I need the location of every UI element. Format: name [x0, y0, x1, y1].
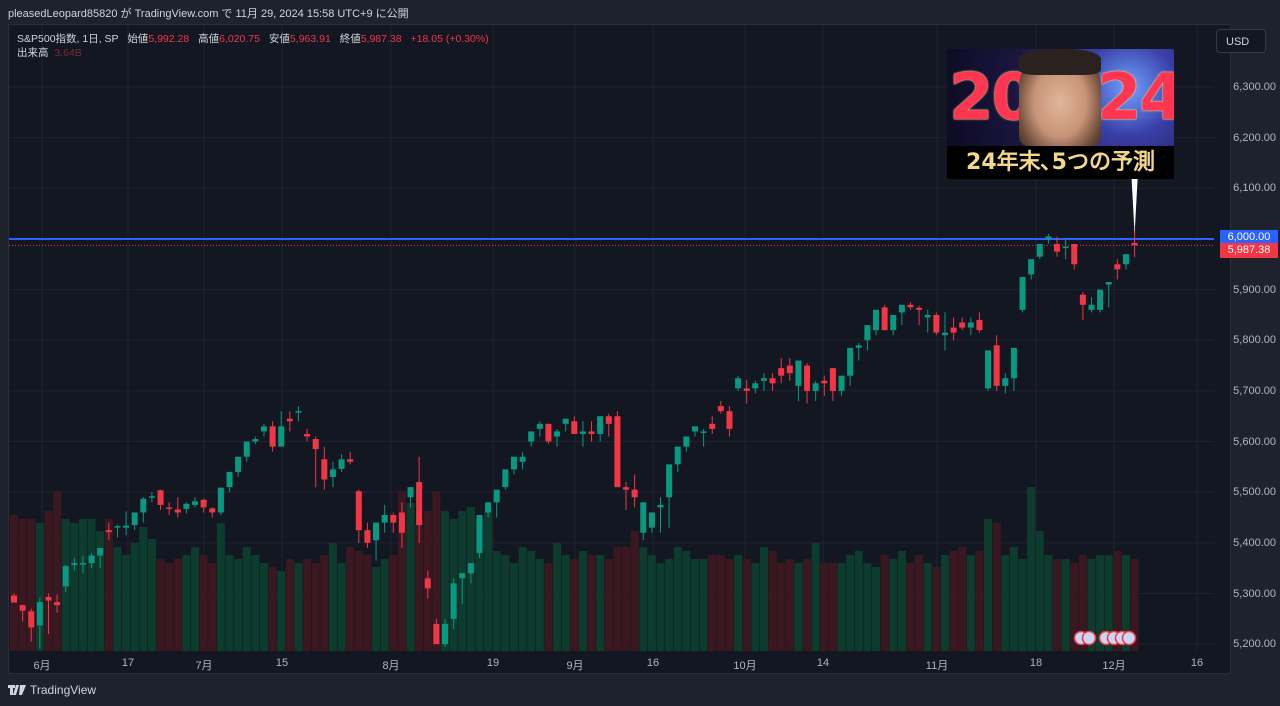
time-tick-label: 19 [486, 657, 500, 669]
volume-value: 3.64B [54, 47, 82, 59]
time-tick-label: 6月 [33, 660, 51, 672]
person-hair [1019, 49, 1101, 75]
price-axis[interactable]: USD 6,000.00 5,987.38 6,300.00 6,200.00 6,… [1214, 25, 1280, 651]
time-tick-label: 17 [121, 657, 135, 669]
price-tick-label: 5,200.00 [1233, 638, 1276, 651]
high-label: 高値 [198, 33, 220, 45]
published-by-text: pleasedLeopard85820 が TradingView.com で … [8, 8, 409, 20]
price-tick-label: 6,100.00 [1233, 182, 1276, 195]
time-tick-label: 8月 [382, 660, 400, 672]
candlestick-chart [9, 25, 1214, 651]
close-value: 5,987.38 [360, 33, 402, 45]
time-tick-label: 18 [1029, 657, 1043, 669]
idea-thumbnail[interactable]: 20 24 24年末､5つの予測 [947, 49, 1174, 179]
time-tick-label: 16 [1190, 657, 1204, 669]
price-tick-label: 5,300.00 [1233, 587, 1276, 600]
price-tick-label: 5,500.00 [1233, 486, 1276, 499]
change-value: +18.05 (+0.30%) [410, 33, 489, 45]
brand-name: TradingView [30, 683, 97, 697]
thumbnail-image: 20 24 [947, 49, 1174, 146]
high-value: 6,020.75 [219, 33, 260, 45]
price-tick-label: 5,600.00 [1233, 435, 1276, 448]
time-tick-label: 7月 [195, 660, 213, 672]
price-tick-label: 6,300.00 [1233, 81, 1276, 93]
volume-label: 出来高 [17, 47, 49, 59]
chart-legend: S&P500指数, 1日, SP 始値5,992.28 高値6,020.75 安… [17, 32, 495, 60]
chart-plot-area[interactable]: S&P500指数, 1日, SP 始値5,992.28 高値6,020.75 安… [9, 25, 1214, 651]
time-tick-label: 12月 [1102, 660, 1126, 672]
tradingview-brand[interactable]: TradingView [8, 683, 96, 697]
time-tick-label: 15 [275, 657, 289, 669]
last-price-tag: 5,987.38 [1220, 243, 1278, 259]
time-tick-label: 14 [816, 657, 830, 669]
price-tick-label: 5,800.00 [1233, 334, 1276, 347]
price-tick-label: 5,900.00 [1233, 283, 1276, 296]
ohlc-row: S&P500指数, 1日, SP 始値5,992.28 高値6,020.75 安… [17, 32, 495, 46]
currency-button[interactable]: USD [1216, 29, 1266, 53]
tradingview-logo-icon [8, 685, 26, 695]
close-label: 終値 [339, 33, 361, 45]
thumbnail-caption: 24年末､5つの予測 [947, 146, 1174, 179]
low-label: 安値 [268, 33, 290, 45]
horizontal-line-price-tag: 6,000.00 [1220, 229, 1278, 245]
volume-row: 出来高 3.64B [17, 46, 495, 60]
symbol-label[interactable]: S&P500指数, 1日, SP [17, 33, 119, 45]
time-tick-label: 10月 [733, 660, 757, 672]
low-value: 5,963.91 [289, 33, 331, 45]
open-value: 5,992.28 [148, 33, 190, 45]
price-tick-label: 5,400.00 [1233, 536, 1276, 549]
time-axis[interactable]: 6月 17 7月 15 8月 19 9月 16 10月 14 11月 18 12月 16 [9, 651, 1214, 675]
time-tick-label: 9月 [566, 660, 584, 672]
time-tick-label: 11月 [925, 660, 949, 672]
time-tick-label: 16 [646, 657, 660, 669]
open-label: 始値 [127, 33, 149, 45]
price-tick-label: 6,200.00 [1233, 131, 1276, 144]
price-tick-label: 5,700.00 [1233, 384, 1276, 397]
thumbnail-year-right: 24 [1097, 61, 1174, 135]
chart-frame: S&P500指数, 1日, SP 始値5,992.28 高値6,020.75 安… [8, 24, 1278, 675]
